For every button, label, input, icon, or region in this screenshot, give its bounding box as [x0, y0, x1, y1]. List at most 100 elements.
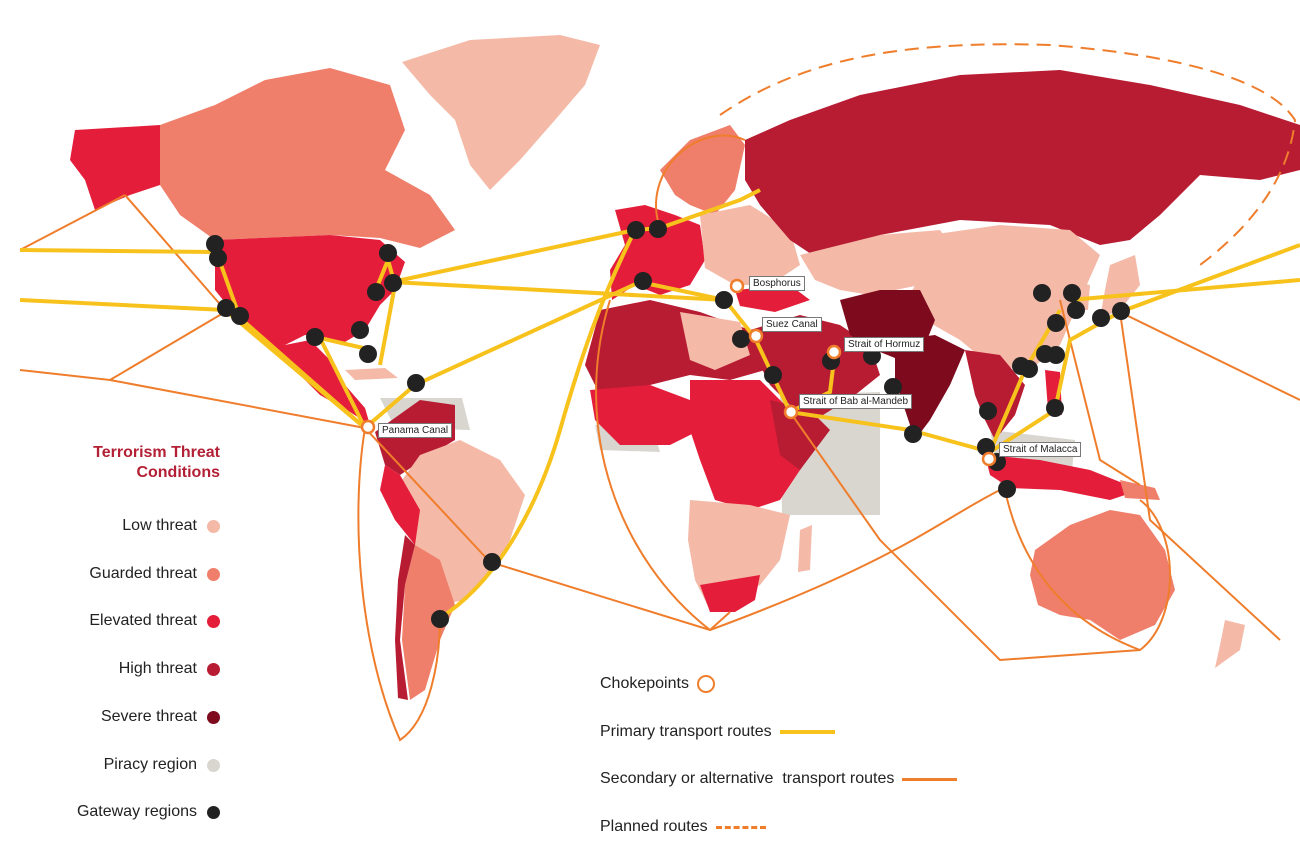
legend-item-high-threat: High threat: [20, 658, 220, 680]
chokepoint-suez-canal[interactable]: [748, 328, 764, 344]
russia: [745, 70, 1300, 260]
gateway-dot[interactable]: [206, 235, 224, 253]
chokepoint-strait-of-malacca[interactable]: [981, 451, 997, 467]
secondary-route: [789, 411, 1141, 662]
secondary-route: [19, 311, 226, 382]
gateway-dot[interactable]: [359, 345, 377, 363]
japan: [1100, 255, 1140, 318]
legend-item-piracy-region: Piracy region: [20, 754, 220, 776]
chokepoint-bab-al-mandeb[interactable]: [783, 404, 799, 420]
chokepoint-ring-icon: [696, 675, 715, 693]
gateway-dot[interactable]: [732, 330, 750, 348]
northern-sea-route: [719, 43, 1297, 266]
australia: [1030, 510, 1175, 640]
gateway-dot[interactable]: [367, 283, 385, 301]
greenland: [402, 35, 600, 190]
legend-label: Piracy region: [103, 756, 197, 773]
gateway-dot[interactable]: [649, 220, 667, 238]
new-zealand: [1215, 620, 1245, 668]
primary-route: [373, 253, 398, 366]
cuba: [345, 368, 398, 380]
gateway-dot[interactable]: [1020, 360, 1038, 378]
primary-route: [1069, 278, 1300, 302]
chile: [395, 535, 415, 700]
gateway-dot[interactable]: [209, 249, 227, 267]
secondary-route: [109, 379, 366, 429]
low-threat-swatch: [207, 519, 220, 533]
southern-africa: [688, 500, 790, 610]
secondary-route: [595, 299, 711, 631]
india: [895, 335, 965, 440]
legend-label: Severe threat: [100, 708, 197, 725]
united-states: [215, 235, 405, 345]
secondary-route: [655, 134, 746, 229]
primary-route: [438, 229, 637, 620]
west-africa: [590, 385, 700, 445]
legend-label: Low threat: [122, 517, 197, 534]
secondary-route-line-icon: [902, 777, 958, 781]
gateway-dot[interactable]: [764, 366, 782, 384]
gateway-dot[interactable]: [1067, 301, 1085, 319]
legend-title-line1: Terrorism Threat: [93, 444, 220, 461]
planned-routes: [719, 43, 1297, 266]
gateway-dot[interactable]: [1047, 346, 1065, 364]
key-secondary-routes: Secondary or alternative transport route…: [600, 767, 958, 791]
high-threat-swatch: [207, 662, 220, 676]
chokepoint-strait-of-hormuz[interactable]: [826, 344, 842, 360]
gateway-dot[interactable]: [904, 425, 922, 443]
secondary-route: [1004, 489, 1171, 652]
gateway-dot[interactable]: [1092, 309, 1110, 327]
gateway-dot[interactable]: [1063, 284, 1081, 302]
argentina: [402, 545, 455, 700]
gateway-dot[interactable]: [1047, 314, 1065, 332]
gateway-dot[interactable]: [715, 291, 733, 309]
key-label: Chokepoints: [600, 675, 689, 692]
chokepoint-bosphorus[interactable]: [729, 278, 745, 294]
legend-item-elevated-threat: Elevated threat: [20, 610, 220, 632]
alaska: [70, 125, 160, 210]
gateway-dot[interactable]: [217, 299, 235, 317]
gateway-dot[interactable]: [627, 221, 645, 239]
gateway-dot[interactable]: [407, 374, 425, 392]
gateway-dot[interactable]: [977, 438, 995, 456]
secondary-route: [357, 427, 441, 742]
gateway-dot[interactable]: [1046, 399, 1064, 417]
legend-title-line2: Conditions: [136, 464, 220, 481]
secondary-routes: [19, 134, 1300, 742]
key-label: Planned routes: [600, 818, 708, 835]
primary-route: [391, 280, 726, 302]
gateway-dot[interactable]: [998, 480, 1016, 498]
gateway-dot[interactable]: [351, 321, 369, 339]
gateway-dot[interactable]: [306, 328, 324, 346]
madagascar: [798, 525, 812, 572]
canada: [160, 68, 455, 248]
china: [910, 225, 1100, 370]
gateway-dot[interactable]: [1112, 302, 1130, 320]
planned-route-line-icon: [715, 825, 766, 829]
legend-item-guarded-threat: Guarded threat: [20, 563, 220, 585]
legend-label: Guarded threat: [89, 565, 197, 582]
gateway-dot[interactable]: [483, 553, 501, 571]
gateway-dot[interactable]: [379, 244, 397, 262]
gateway-dot[interactable]: [231, 307, 249, 325]
gateway-dot[interactable]: [431, 610, 449, 628]
gateway-dot[interactable]: [384, 274, 402, 292]
secondary-route: [1119, 311, 1300, 401]
chokepoint-label-bosphorus: Bosphorus: [749, 276, 805, 291]
gateway-dot[interactable]: [1033, 284, 1051, 302]
legend-label: Gateway regions: [76, 803, 197, 820]
secondary-route: [1059, 299, 1141, 486]
libya-egypt: [680, 312, 750, 370]
chokepoint-label-suez-canal: Suez Canal: [762, 317, 822, 332]
secondary-route: [1119, 311, 1281, 641]
primary-route: [391, 228, 636, 284]
gateway-dot[interactable]: [979, 402, 997, 420]
gateway-dot[interactable]: [634, 272, 652, 290]
eastern-europe: [700, 205, 800, 285]
key-label: Secondary or alternative transport route…: [600, 770, 895, 787]
chokepoint-panama-canal[interactable]: [360, 419, 376, 435]
primary-route-line-icon: [779, 730, 835, 734]
legend-item-low-threat: Low threat: [20, 515, 220, 537]
gateway-dot[interactable]: [884, 378, 902, 396]
elevated-threat-swatch: [207, 614, 220, 628]
